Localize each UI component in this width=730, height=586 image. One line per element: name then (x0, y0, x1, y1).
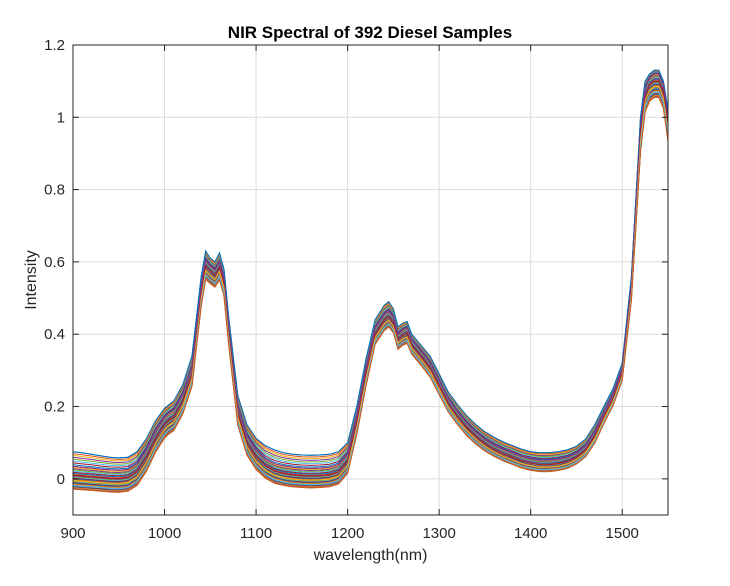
spectrum-line (73, 72, 668, 467)
spectrum-line (73, 73, 668, 471)
spectrum-line (73, 69, 668, 459)
y-tick-label: 0.8 (44, 182, 65, 199)
x-tick-label: 900 (60, 525, 85, 542)
spectrum-line (73, 73, 668, 470)
y-axis-label: Intensity (23, 250, 40, 310)
y-tick-label: 0.6 (44, 254, 65, 271)
x-tick-label: 1100 (240, 525, 272, 542)
x-tick-label: 1200 (331, 525, 364, 542)
spectrum-line (73, 86, 668, 485)
series-lines (73, 69, 668, 493)
axis-ticks: 900 1000 1100 1200 1300 1400 1500 0 0.2 0.4 0.6 0.8… (44, 37, 668, 542)
y-tick-label: 1.2 (44, 37, 65, 54)
spectrum-line (73, 80, 668, 480)
spectrum-line (73, 71, 668, 465)
spectrum-line (73, 71, 668, 464)
y-tick-label: 0.4 (44, 326, 65, 343)
y-tick-label: 0.2 (44, 399, 65, 416)
chart-title: NIR Spectral of 392 Diesel Samples (228, 23, 512, 42)
y-tick-label: 1 (57, 109, 65, 126)
y-tick-label: 0 (57, 471, 65, 488)
x-axis-label: wavelength(nm) (313, 547, 428, 564)
spectrum-line (73, 96, 668, 493)
spectrum-line (73, 70, 668, 462)
plot-area-border (72, 44, 669, 516)
x-tick-label: 1300 (422, 525, 455, 542)
x-tick-label: 1500 (606, 525, 639, 542)
x-tick-label: 1400 (514, 525, 547, 542)
spectrum-line (73, 69, 668, 459)
spectrum-line (73, 72, 668, 468)
x-tick-label: 1000 (148, 525, 181, 542)
spectrum-line (73, 70, 668, 461)
spectrum-line (73, 91, 668, 490)
